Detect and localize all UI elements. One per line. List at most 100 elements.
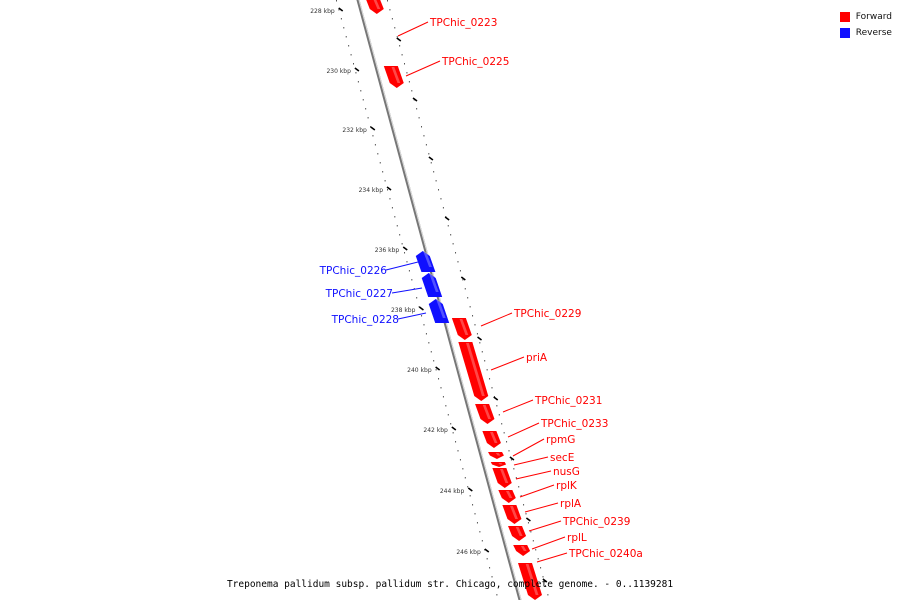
gene-label-rpmG[interactable]: rpmG <box>546 434 575 446</box>
track-dot <box>433 360 435 362</box>
gene-shade <box>515 527 523 536</box>
gene-block-TPChic_0233[interactable] <box>482 431 501 448</box>
track-dot <box>469 495 471 497</box>
gene-block-rplA[interactable] <box>502 505 522 524</box>
gene-block-rpmG[interactable] <box>488 452 504 459</box>
track-dot <box>489 378 491 380</box>
gene-block-TPChic_0240a[interactable] <box>518 563 542 600</box>
gene-connector <box>536 552 568 563</box>
gene-block-rplK[interactable] <box>498 490 516 503</box>
gene-label-TPChic_0240a[interactable]: TPChic_0240a <box>568 548 643 560</box>
gene-shade <box>436 300 446 318</box>
gene-block-TPChic_0231[interactable] <box>475 404 495 424</box>
track-dot <box>408 81 410 83</box>
track-dot <box>489 567 491 569</box>
track-dot <box>457 261 459 263</box>
gene-block-secE[interactable] <box>490 462 507 467</box>
gene-label-TPChic_0226[interactable]: TPChic_0226 <box>319 265 388 277</box>
track-dot <box>379 162 381 164</box>
track-dot <box>479 342 481 344</box>
track-dot <box>396 225 398 227</box>
track-dot <box>537 558 539 560</box>
gene-block-TPChic_0223[interactable] <box>365 0 384 14</box>
track-dot <box>459 270 461 272</box>
track-dot <box>445 405 447 407</box>
tick-mark-left <box>386 186 392 191</box>
track-dot <box>387 189 389 191</box>
track-dot <box>530 531 532 533</box>
tick-mark-left <box>370 126 376 131</box>
tick-mark-left <box>354 67 360 72</box>
track-dot <box>394 216 396 218</box>
track-dot <box>421 126 423 128</box>
track-dot <box>498 414 500 416</box>
gene-shade <box>506 491 513 498</box>
track-dot <box>450 423 452 425</box>
gene-block-TPChic_0226[interactable] <box>415 251 436 272</box>
track-dot <box>484 360 486 362</box>
gene-connector <box>397 21 429 37</box>
forward-swatch <box>839 12 850 22</box>
gene-block-TPChic_0239[interactable] <box>508 526 527 541</box>
gene-label-TPChic_0229[interactable]: TPChic_0229 <box>513 308 581 320</box>
gene-block-TPChic_0227[interactable] <box>421 273 443 297</box>
gene-block-TPChic_0229[interactable] <box>451 318 472 340</box>
gene-shade <box>466 343 485 396</box>
gene-label-TPChic_0231[interactable]: TPChic_0231 <box>534 395 602 407</box>
track-dot <box>338 9 340 11</box>
gene-label-priA[interactable]: priA <box>526 352 548 364</box>
track-dot <box>423 135 425 137</box>
genome-backbone <box>356 0 522 600</box>
gene-block-TPChic_0225[interactable] <box>383 66 404 88</box>
track-dot <box>515 477 517 479</box>
tick-mark-left <box>451 426 457 431</box>
track-dot <box>467 486 469 488</box>
gene-label-TPChic_0233[interactable]: TPChic_0233 <box>540 418 608 430</box>
gene-block-priA[interactable] <box>458 342 489 401</box>
gene-label-rplL[interactable]: rplL <box>567 532 587 544</box>
track-dot <box>450 234 452 236</box>
track-dot <box>365 108 367 110</box>
track-dot <box>411 279 413 281</box>
tick-mark-right <box>444 216 450 221</box>
gene-block-rplL[interactable] <box>513 545 531 556</box>
gene-label-secE[interactable]: secE <box>550 452 574 464</box>
track-dot <box>455 441 457 443</box>
gene-label-TPChic_0227[interactable]: TPChic_0227 <box>325 288 393 300</box>
track-dot <box>418 306 420 308</box>
track-dot <box>394 27 396 29</box>
tick-label: 238 kbp <box>391 307 416 314</box>
track-dot <box>406 72 408 74</box>
track-dot <box>399 45 401 47</box>
gene-label-TPChic_0223[interactable]: TPChic_0223 <box>429 17 497 29</box>
track-dot <box>501 423 503 425</box>
track-dot <box>447 414 449 416</box>
track-dot <box>464 288 466 290</box>
legend-reverse: Reverse <box>839 25 892 41</box>
gene-label-TPChic_0225[interactable]: TPChic_0225 <box>441 56 509 68</box>
gene-label-nusG[interactable]: nusG <box>553 466 580 478</box>
track-dot <box>491 576 493 578</box>
track-dot <box>474 513 476 515</box>
gene-label-rplA[interactable]: rplA <box>560 498 582 510</box>
gene-label-TPChic_0228[interactable]: TPChic_0228 <box>331 314 399 326</box>
gene-connector <box>490 356 525 371</box>
track-dot <box>384 180 386 182</box>
tick-label: 244 kbp <box>440 488 465 495</box>
gene-block-TPChic_0228[interactable] <box>428 299 450 323</box>
track-dot <box>433 171 435 173</box>
gene-label-rplK[interactable]: rplK <box>556 480 578 492</box>
tick-mark-right <box>509 456 515 461</box>
track-dot <box>440 198 442 200</box>
tick-mark-right <box>477 336 483 341</box>
gene-block-nusG[interactable] <box>492 468 512 488</box>
track-dot <box>404 63 406 65</box>
gene-label-TPChic_0239[interactable]: TPChic_0239 <box>562 516 630 528</box>
gene-shade <box>423 252 432 267</box>
track-dot <box>413 288 415 290</box>
track-dot <box>481 351 483 353</box>
tick-mark-right <box>412 97 418 102</box>
track-dot <box>391 207 393 209</box>
track-dot <box>425 333 427 335</box>
track-dot <box>481 540 483 542</box>
